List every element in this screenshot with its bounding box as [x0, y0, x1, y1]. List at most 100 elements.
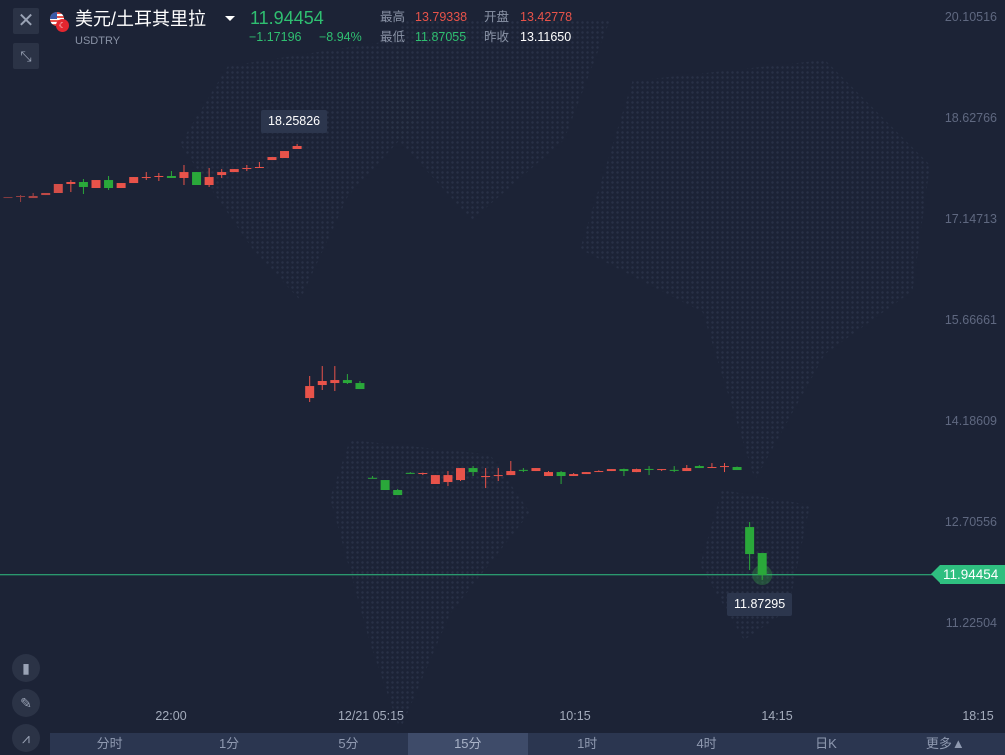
candle-body — [380, 480, 390, 491]
candle — [267, 157, 277, 161]
candle-body — [305, 386, 315, 399]
candle-body — [53, 183, 63, 193]
candle — [41, 192, 51, 196]
candle-body — [481, 476, 491, 478]
low-value: 11.87055 — [415, 30, 467, 44]
time-axis-label: 10:15 — [559, 709, 591, 723]
chart-type-button[interactable]: ▮ — [12, 654, 40, 682]
tab-6[interactable]: 日K — [815, 736, 837, 751]
candle-body — [355, 383, 365, 390]
candle-body — [154, 176, 164, 178]
candle-body — [669, 469, 679, 471]
candle — [141, 172, 151, 181]
candle — [556, 471, 566, 485]
candle — [644, 466, 654, 476]
price-axis-label: 11.22504 — [945, 616, 997, 630]
candle — [66, 180, 76, 193]
candle-body — [342, 380, 352, 384]
candle-body — [141, 177, 151, 179]
tab-1[interactable]: 1分 — [218, 736, 240, 751]
compress-button[interactable]: ⤡ — [13, 43, 39, 69]
candle-body — [430, 475, 440, 485]
price-axis-label: 17.14713 — [944, 212, 997, 226]
candle-body — [116, 183, 126, 189]
tab-5[interactable]: 4时 — [696, 736, 717, 751]
dropdown-caret-icon[interactable] — [225, 16, 235, 21]
close-button[interactable]: ✕ — [13, 8, 39, 34]
candle — [380, 480, 390, 491]
candle — [405, 471, 415, 474]
candle — [581, 472, 591, 475]
candle — [481, 468, 491, 489]
candle — [544, 471, 554, 477]
open-value: 13.42778 — [520, 10, 573, 24]
candle-body — [506, 471, 516, 476]
candle-body — [682, 468, 692, 472]
indicator-button[interactable]: ⩘ — [12, 724, 40, 752]
time-axis-label: 12/21 05:15 — [337, 709, 405, 723]
candle-body — [16, 195, 26, 197]
candle-body — [242, 168, 252, 170]
candle — [518, 468, 528, 473]
candle — [129, 177, 139, 184]
candle-body — [393, 490, 403, 496]
candle — [28, 192, 38, 199]
last-price: 11.94454 — [250, 8, 324, 28]
candle-body — [166, 176, 176, 178]
candle — [330, 366, 340, 392]
candle — [204, 168, 214, 187]
candlestick-icon: ▮ — [22, 660, 30, 676]
candle-body — [468, 468, 478, 473]
candle — [745, 522, 755, 571]
candle — [254, 162, 264, 168]
pencil-icon: ✎ — [20, 695, 32, 711]
tab-0[interactable]: 分时 — [96, 736, 123, 751]
candle-body — [556, 472, 566, 477]
candle-body — [531, 468, 541, 472]
candle-body — [569, 474, 579, 477]
candle-body — [292, 145, 302, 149]
candle — [707, 463, 717, 469]
candle — [732, 466, 742, 471]
candle — [217, 169, 227, 178]
draw-tool-button[interactable]: ✎ — [12, 689, 40, 717]
candle-body — [368, 477, 378, 479]
tab-3[interactable]: 15分 — [408, 733, 528, 755]
candle — [242, 165, 252, 172]
candle-body — [217, 172, 227, 176]
tab-7[interactable]: 更多▲ — [925, 736, 965, 751]
price-axis-label: 14.18609 — [944, 414, 997, 428]
candle-body — [330, 380, 340, 384]
tab-4[interactable]: 1时 — [577, 736, 598, 751]
candle-body — [544, 472, 554, 477]
candle-body — [443, 475, 453, 483]
candle-body — [405, 472, 415, 474]
candle-body — [91, 180, 101, 189]
candle-body — [632, 469, 641, 473]
price-change-percent: −8.94% — [319, 30, 362, 44]
candle-body — [745, 527, 755, 555]
candle — [606, 469, 616, 472]
price-axis-label: 18.62766 — [944, 111, 997, 125]
high-label: 最高 — [380, 10, 406, 24]
low-label: 最低 — [380, 30, 406, 44]
candle-body — [3, 197, 13, 199]
candle — [757, 553, 767, 581]
candle — [78, 179, 88, 195]
candle-body — [267, 157, 277, 161]
tab-2[interactable]: 5分 — [338, 736, 359, 751]
candle-body — [657, 469, 667, 471]
time-axis-label: 14:15 — [761, 709, 793, 723]
interval-tabs: 分时 1分 5分 15分 1时 4时 日K 更多▲ — [50, 733, 1005, 755]
price-axis-label: 15.66661 — [944, 313, 997, 327]
candle-body — [28, 195, 38, 199]
pair-name[interactable]: 美元/土耳其里拉 — [75, 9, 207, 29]
candle-body — [757, 553, 767, 576]
candle-body — [493, 475, 503, 477]
candle — [368, 476, 378, 479]
time-axis-label: 18:15 — [962, 709, 994, 723]
candle — [632, 468, 641, 473]
candle — [166, 171, 176, 178]
candle — [619, 468, 629, 477]
